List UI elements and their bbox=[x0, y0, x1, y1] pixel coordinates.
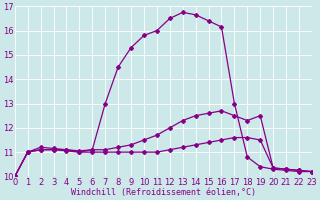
X-axis label: Windchill (Refroidissement éolien,°C): Windchill (Refroidissement éolien,°C) bbox=[71, 188, 256, 197]
